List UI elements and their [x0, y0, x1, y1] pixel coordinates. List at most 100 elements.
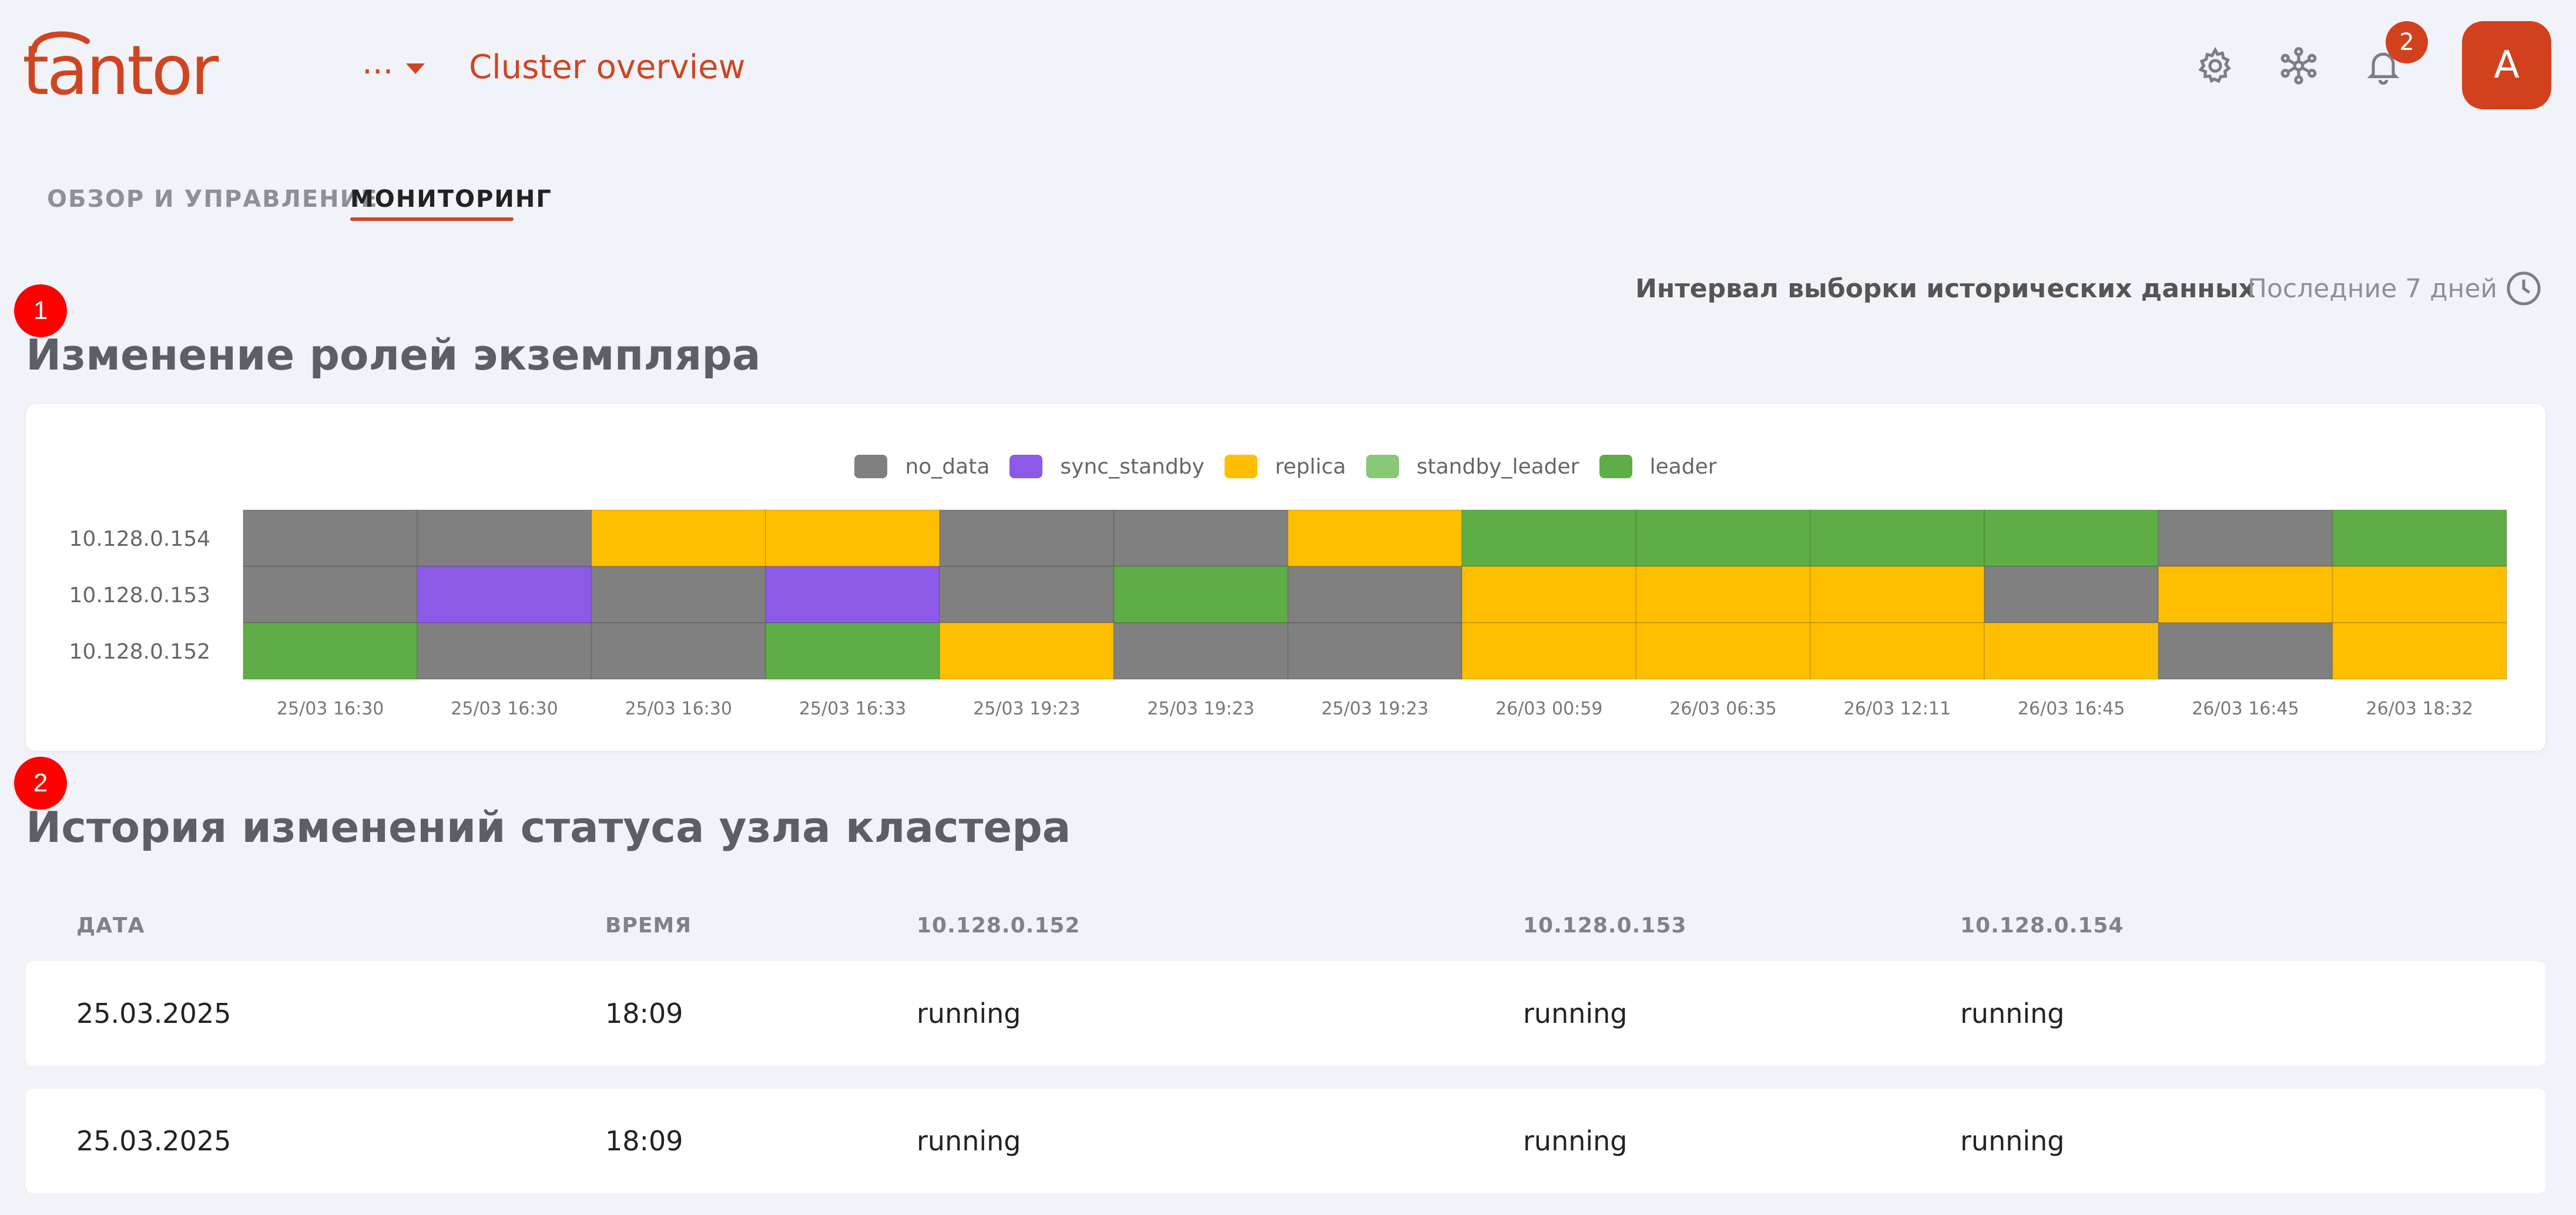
- x-axis-tick-label: 25/03 16:30: [625, 699, 732, 719]
- status-history-title: История изменений статуса узла кластера: [26, 803, 1071, 852]
- legend-label-no-data: no_data: [905, 454, 990, 479]
- x-axis-tick-label: 26/03 00:59: [1495, 699, 1602, 719]
- heatmap-cell[interactable]: replica: [2332, 622, 2507, 680]
- legend-label-replica: replica: [1274, 454, 1346, 479]
- legend-item-sync-standby[interactable]: sync_standby: [1009, 449, 1205, 484]
- cell-node-154-status: running: [1960, 998, 2065, 1029]
- logo-swoosh-icon: [31, 31, 90, 53]
- heatmap-cell[interactable]: replica: [939, 622, 1115, 680]
- active-tab-indicator: [350, 217, 514, 221]
- heatmap-cell[interactable]: replica: [1461, 566, 1637, 623]
- role-changes-title: Изменение ролей экземпляра: [26, 330, 761, 380]
- heatmap-cell[interactable]: leader: [243, 622, 418, 680]
- cell-node-153-status: running: [1523, 1125, 1628, 1157]
- role-heatmap: no_datano_datareplicareplicano_datano_da…: [69, 509, 2507, 719]
- tantor-logo[interactable]: tantor: [22, 27, 219, 109]
- heatmap-cell[interactable]: no_data: [939, 566, 1115, 623]
- legend-label-leader: leader: [1649, 454, 1717, 479]
- heatmap-cell[interactable]: leader: [764, 622, 941, 680]
- cell-time: 18:09: [605, 1125, 683, 1157]
- cell-node-153-status: running: [1523, 998, 1628, 1029]
- legend-item-leader[interactable]: leader: [1599, 449, 1717, 484]
- notifications-button[interactable]: [2360, 42, 2407, 89]
- gear-icon: [2198, 46, 2231, 83]
- heatmap-cell[interactable]: leader: [1113, 566, 1289, 623]
- legend-item-no-data[interactable]: no_data: [854, 449, 990, 484]
- legend-swatch-replica: [1224, 455, 1257, 478]
- settings-button[interactable]: [2192, 42, 2239, 89]
- heatmap-cell[interactable]: no_data: [591, 566, 766, 623]
- column-header-node-153[interactable]: 10.128.0.153: [1523, 914, 1687, 938]
- heatmap-cell[interactable]: replica: [1635, 566, 1811, 623]
- heatmap-cell[interactable]: replica: [1461, 622, 1637, 680]
- heatmap-cell[interactable]: no_data: [2158, 622, 2333, 680]
- legend-label-sync-standby: sync_standby: [1060, 454, 1205, 479]
- table-row[interactable]: 25.03.2025 18:09 running running running: [26, 1089, 2545, 1193]
- heatmap-cell[interactable]: replica: [2158, 566, 2333, 623]
- topology-button[interactable]: [2275, 42, 2322, 89]
- x-axis-tick-label: 25/03 16:30: [451, 699, 558, 719]
- legend-item-standby-leader[interactable]: standby_leader: [1366, 449, 1579, 484]
- interval-selector[interactable]: Последние 7 дней: [2247, 274, 2497, 304]
- heatmap-cell[interactable]: replica: [1984, 622, 2159, 680]
- tab-monitoring[interactable]: МОНИТОРИНГ: [350, 186, 552, 213]
- heatmap-cell[interactable]: leader: [2332, 509, 2507, 567]
- x-axis-tick-label: 26/03 16:45: [2018, 699, 2125, 719]
- chevron-down-icon: [406, 63, 425, 74]
- column-header-node-154[interactable]: 10.128.0.154: [1960, 914, 2124, 938]
- clock-icon[interactable]: [2504, 269, 2543, 308]
- column-header-date[interactable]: ДАТА: [76, 914, 145, 938]
- chart-legend: no_data sync_standby replica standby_lea…: [26, 449, 2545, 484]
- y-axis-tick-label: 10.128.0.152: [69, 640, 210, 664]
- heatmap-cell[interactable]: no_data: [417, 509, 592, 567]
- heatmap-cell[interactable]: replica: [1809, 622, 1985, 680]
- table-row[interactable]: 25.03.2025 18:09 running running running: [26, 961, 2545, 1066]
- legend-item-replica[interactable]: replica: [1224, 449, 1346, 484]
- heatmap-cell[interactable]: replica: [764, 509, 941, 567]
- heatmap-cell[interactable]: sync_standby: [417, 566, 592, 623]
- cell-time: 18:09: [605, 998, 683, 1029]
- interval-label: Интервал выборки исторических данных: [1635, 274, 2255, 304]
- cell-date: 25.03.2025: [76, 998, 232, 1029]
- cell-node-152-status: running: [917, 998, 1021, 1029]
- cell-date: 25.03.2025: [76, 1125, 232, 1157]
- heatmap-cell[interactable]: replica: [2332, 566, 2507, 623]
- logo-text: tantor: [22, 31, 219, 110]
- legend-swatch-no-data: [854, 455, 888, 478]
- heatmap-cell[interactable]: replica: [1809, 566, 1985, 623]
- more-dots-label: ...: [362, 43, 394, 82]
- heatmap-cell[interactable]: leader: [1809, 509, 1985, 567]
- cell-node-154-status: running: [1960, 1125, 2065, 1157]
- heatmap-cell[interactable]: leader: [1635, 509, 1811, 567]
- heatmap-cell[interactable]: replica: [1287, 509, 1463, 567]
- user-avatar[interactable]: A: [2462, 21, 2551, 109]
- x-axis-tick-label: 25/03 19:23: [973, 699, 1080, 719]
- heatmap-cell[interactable]: replica: [591, 509, 766, 567]
- heatmap-cell[interactable]: no_data: [1287, 622, 1463, 680]
- heatmap-cell[interactable]: no_data: [2158, 509, 2333, 567]
- heatmap-cell[interactable]: no_data: [1984, 566, 2159, 623]
- x-axis-tick-label: 26/03 12:11: [1844, 699, 1951, 719]
- heatmap-cell[interactable]: no_data: [243, 566, 418, 623]
- heatmap-cell[interactable]: leader: [1984, 509, 2159, 567]
- heatmap-cell[interactable]: leader: [1461, 509, 1637, 567]
- page-title: Cluster overview: [469, 48, 746, 86]
- heatmap-cell[interactable]: no_data: [939, 509, 1115, 567]
- heatmap-cell[interactable]: no_data: [417, 622, 592, 680]
- x-axis-tick-label: 26/03 16:45: [2192, 699, 2299, 719]
- cluster-selector-dropdown[interactable]: ...: [362, 43, 425, 89]
- heatmap-cell[interactable]: no_data: [243, 509, 418, 567]
- heatmap-cell[interactable]: no_data: [1113, 622, 1289, 680]
- legend-swatch-leader: [1599, 455, 1632, 478]
- bell-icon: [2367, 52, 2400, 85]
- heatmap-cell[interactable]: no_data: [1287, 566, 1463, 623]
- heatmap-cell[interactable]: replica: [1635, 622, 1811, 680]
- heatmap-cell[interactable]: sync_standby: [764, 566, 941, 623]
- column-header-time[interactable]: ВРЕМЯ: [605, 914, 692, 938]
- column-header-node-152[interactable]: 10.128.0.152: [917, 914, 1081, 938]
- heatmap-cell[interactable]: no_data: [591, 622, 766, 680]
- tab-overview[interactable]: ОБЗОР И УПРАВЛЕНИЕ: [47, 186, 378, 213]
- heatmap-cell[interactable]: no_data: [1113, 509, 1289, 567]
- network-nodes-icon: [2280, 47, 2317, 85]
- y-axis-tick-label: 10.128.0.153: [69, 583, 210, 608]
